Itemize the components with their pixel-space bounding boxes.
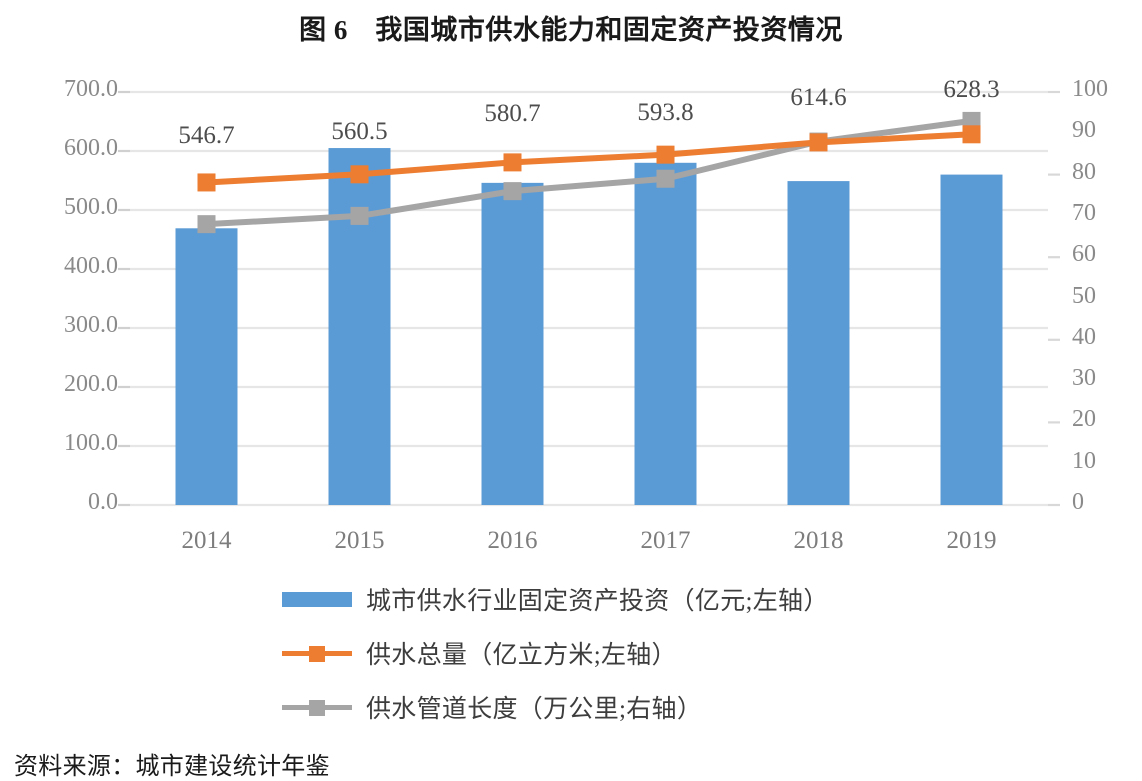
legend-swatch-bar-icon: [282, 586, 352, 612]
y-axis-right-tick-label: 60: [1072, 241, 1096, 268]
left-axis-tick-marks: [118, 90, 130, 507]
gridlines: [130, 90, 1048, 507]
y-axis-left-tick-label: 0.0: [88, 489, 118, 515]
y-axis-right-tick-label: 50: [1072, 282, 1096, 309]
data-point-label: 560.5: [331, 118, 388, 146]
data-point-label: 546.7: [178, 122, 235, 150]
x-axis-tick-label: 2014: [181, 527, 232, 554]
series-marker: [962, 125, 981, 144]
y-axis-left-tick-label: 100.0: [64, 430, 118, 456]
legend-label-supply-volume: 供水总量（亿立方米;左轴）: [366, 642, 677, 669]
legend-label-investment: 城市供水行业固定资产投资（亿元;左轴）: [366, 588, 829, 615]
legend-item-investment[interactable]: 城市供水行业固定资产投资（亿元;左轴）: [0, 572, 1142, 626]
series-marker: [197, 215, 216, 234]
series-marker: [350, 206, 369, 225]
bar: [634, 162, 697, 506]
y-axis-left-tick-label: 400.0: [64, 253, 118, 279]
y-axis-right-tick-label: 40: [1072, 323, 1096, 350]
bar: [481, 182, 544, 506]
y-axis-left-tick-label: 200.0: [64, 371, 118, 397]
y-axis-right-tick-label: 30: [1072, 365, 1096, 392]
series-marker: [656, 169, 675, 188]
series-marker: [350, 165, 369, 184]
right-axis-tick-marks: [1048, 90, 1060, 507]
series-marker: [656, 145, 675, 164]
chart-svg: [118, 90, 1060, 507]
plot-area: 700.0 600.0 500.0 400.0 300.0 200.0 100.0 0.0 1…: [0, 70, 1142, 554]
data-point-label: 580.7: [484, 100, 541, 128]
bar: [328, 148, 391, 506]
y-axis-left-tick-label: 500.0: [64, 194, 118, 220]
y-axis-left-tick-label: 700.0: [64, 76, 118, 102]
y-axis-left-tick-label: 300.0: [64, 312, 118, 338]
series-marker: [809, 133, 828, 152]
y-axis-right-tick-label: 90: [1072, 117, 1096, 144]
data-point-label: 614.6: [790, 84, 847, 112]
x-axis-tick-label: 2017: [640, 527, 691, 554]
y-axis-left-tick-label: 600.0: [64, 135, 118, 161]
source-note: 资料来源：城市建设统计年鉴: [14, 754, 330, 780]
bar: [175, 228, 238, 506]
series-marker: [503, 153, 522, 172]
chart-legend: 城市供水行业固定资产投资（亿元;左轴） 供水总量（亿立方米;左轴） 供水管道长度…: [0, 572, 1142, 734]
legend-item-supply-volume[interactable]: 供水总量（亿立方米;左轴）: [0, 626, 1142, 680]
y-axis-right-tick-label: 0: [1072, 489, 1084, 515]
series-marker: [197, 173, 216, 192]
legend-label-pipe-length: 供水管道长度（万公里;右轴）: [366, 696, 703, 723]
x-axis-tick-label: 2016: [487, 527, 538, 554]
y-axis-right-tick-label: 10: [1072, 447, 1096, 474]
series-marker: [503, 182, 522, 201]
x-axis-tick-label: 2015: [334, 527, 385, 554]
y-axis-right-tick-label: 80: [1072, 158, 1096, 185]
y-axis-right-tick-label: 100: [1072, 76, 1108, 102]
legend-item-pipe-length[interactable]: 供水管道长度（万公里;右轴）: [0, 680, 1142, 734]
bar: [940, 174, 1003, 505]
x-axis-tick-label: 2018: [793, 527, 844, 554]
y-axis-right-tick-label: 70: [1072, 199, 1096, 226]
data-point-label: 628.3: [943, 76, 1000, 104]
bar: [787, 181, 850, 505]
bar-series: [175, 148, 1003, 506]
data-point-label: 593.8: [637, 98, 694, 126]
page-title: 图 6 我国城市供水能力和固定资产投资情况: [299, 15, 843, 45]
series-line: [203, 131, 975, 186]
y-axis-right-tick-label: 20: [1072, 406, 1096, 433]
orange-line-series: [197, 125, 981, 192]
x-axis-tick-label: 2019: [946, 527, 997, 554]
legend-line-marker-gray-icon: [282, 694, 352, 720]
legend-line-marker-orange-icon: [282, 640, 352, 666]
